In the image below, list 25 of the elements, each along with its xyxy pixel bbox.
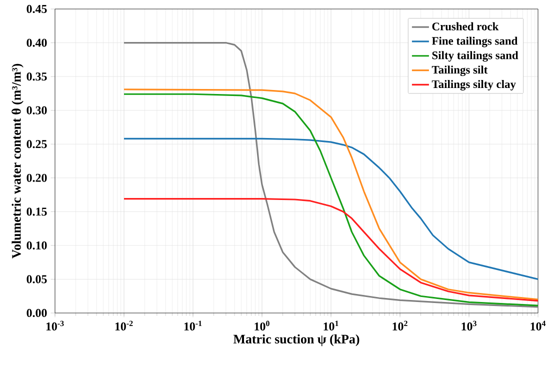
legend-label: Tailings silty clay xyxy=(432,80,516,90)
x-tick-label: 10$^{-3}$ xyxy=(46,320,64,330)
y-tick-label: 0.30 xyxy=(26,106,47,114)
x-axis-title: Matric suction ψ (kPa) xyxy=(233,334,360,346)
y-tick-label: 0.15 xyxy=(26,208,47,216)
x-tick-label: 10$^{1}$ xyxy=(324,320,338,330)
legend-label: Fine tailings sand xyxy=(432,36,518,48)
y-tick-label: 0.35 xyxy=(26,72,47,81)
y-tick-label: 0.05 xyxy=(26,275,47,284)
y-tick-label: 0.00 xyxy=(26,308,47,318)
x-tick-label: 10$^{-2}$ xyxy=(115,320,133,330)
legend-label: Tailings silt xyxy=(432,66,488,76)
legend-label: Silty tailings sand xyxy=(432,51,518,62)
legend-label: Crushed rock xyxy=(432,22,499,30)
y-axis-title: Volumetric water content θ (m³/m³) xyxy=(12,64,24,259)
x-tick-label: 10$^{2}$ xyxy=(392,320,408,330)
y-tick-label: 0.40 xyxy=(26,38,47,47)
x-tick-label: 10$^{-1}$ xyxy=(184,320,202,330)
y-tick-label: 0.25 xyxy=(26,140,47,148)
x-tick-label: 10$^{3}$ xyxy=(462,320,476,330)
y-tick-label: 0.10 xyxy=(26,241,47,250)
x-tick-label: 10$^{4}$ xyxy=(530,320,546,330)
x-tick-label: 10$^{0}$ xyxy=(254,320,270,331)
y-tick-label: 0.45 xyxy=(26,4,47,14)
y-tick-label: 0.20 xyxy=(26,174,47,182)
